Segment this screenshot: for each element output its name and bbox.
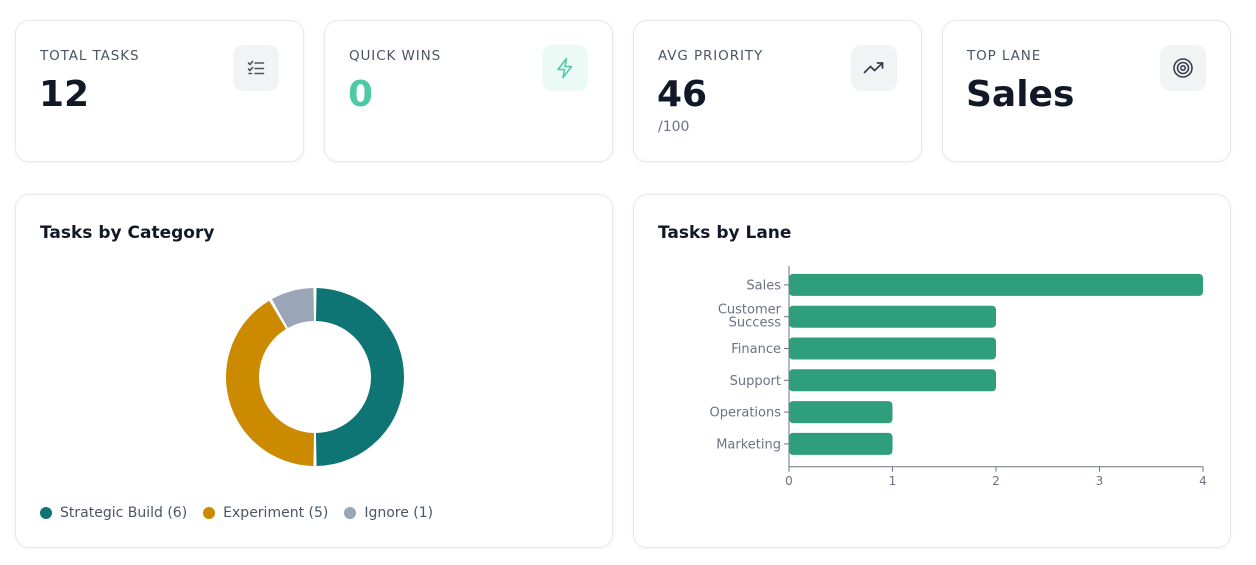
y-tick-label-line: Success xyxy=(729,316,782,331)
legend-swatch xyxy=(344,507,357,519)
stat-card-total-tasks: TOTAL TASKS 12 xyxy=(15,20,304,162)
bar-sales[interactable] xyxy=(789,273,1203,296)
stat-value: 12 xyxy=(39,74,90,115)
lane-bar-chart: Sales Customer Success Finance Support Operat… xyxy=(710,266,1207,488)
x-tick-label: 2 xyxy=(992,474,1000,488)
stat-value: 0 xyxy=(348,74,374,115)
lightning-icon xyxy=(542,45,588,91)
stat-value: Sales xyxy=(966,74,1075,115)
category-legend: Strategic Build (6) Experiment (5) Ignor… xyxy=(40,505,433,521)
stat-value: 46 xyxy=(657,74,708,115)
legend-label: Ignore (1) xyxy=(364,505,434,521)
bar-marketing[interactable] xyxy=(789,432,893,455)
trending-up-icon xyxy=(851,45,897,91)
stat-label: QUICK WINS xyxy=(349,48,442,64)
slice-strategic-build[interactable] xyxy=(315,288,404,466)
checklist-icon xyxy=(233,45,279,91)
x-tick-label: 3 xyxy=(1096,474,1104,488)
legend-item-experiment[interactable]: Experiment (5) xyxy=(203,505,328,521)
stat-sub: /100 xyxy=(658,119,690,135)
legend-label: Strategic Build (6) xyxy=(60,505,188,521)
y-tick-label: Sales xyxy=(746,278,781,293)
x-tick-label: 4 xyxy=(1199,474,1207,488)
stat-card-quick-wins: QUICK WINS 0 xyxy=(324,20,613,162)
slice-ignore[interactable] xyxy=(271,288,315,329)
category-chart-card: Tasks by Category Strategic Build (6) Ex… xyxy=(15,194,613,548)
y-tick-label: Support xyxy=(730,374,781,389)
legend-swatch xyxy=(203,507,216,519)
bar-finance[interactable] xyxy=(789,337,996,360)
legend-item-ignore[interactable]: Ignore (1) xyxy=(344,505,433,521)
legend-label: Experiment (5) xyxy=(223,505,329,521)
lane-chart-card: Tasks by Lane Sales Customer Success Financ… xyxy=(633,194,1231,548)
chart-title: Tasks by Lane xyxy=(658,223,792,243)
stat-label: TOP LANE xyxy=(967,48,1042,64)
x-tick-label: 0 xyxy=(785,474,793,488)
target-icon xyxy=(1160,45,1206,91)
bar-support[interactable] xyxy=(789,369,996,392)
y-tick-label: Operations xyxy=(710,406,782,421)
stat-label: AVG PRIORITY xyxy=(658,48,764,64)
legend-swatch xyxy=(40,507,52,519)
legend-item-strategic-build[interactable]: Strategic Build (6) xyxy=(40,505,187,521)
stat-card-avg-priority: AVG PRIORITY 46 /100 xyxy=(633,20,922,162)
x-tick-label: 1 xyxy=(889,474,897,488)
y-tick-label: Customer Success xyxy=(718,303,782,331)
y-tick-label: Finance xyxy=(731,342,781,357)
stat-label: TOTAL TASKS xyxy=(40,48,140,64)
chart-title: Tasks by Category xyxy=(40,223,215,243)
y-tick-label-line: Customer xyxy=(718,303,782,318)
y-tick-label: Marketing xyxy=(716,437,781,452)
slice-experiment[interactable] xyxy=(226,300,315,466)
category-donut-chart xyxy=(226,288,404,466)
stat-card-top-lane: TOP LANE Sales xyxy=(942,20,1231,162)
bar-customer-success[interactable] xyxy=(789,305,996,328)
bar-operations[interactable] xyxy=(789,401,893,424)
